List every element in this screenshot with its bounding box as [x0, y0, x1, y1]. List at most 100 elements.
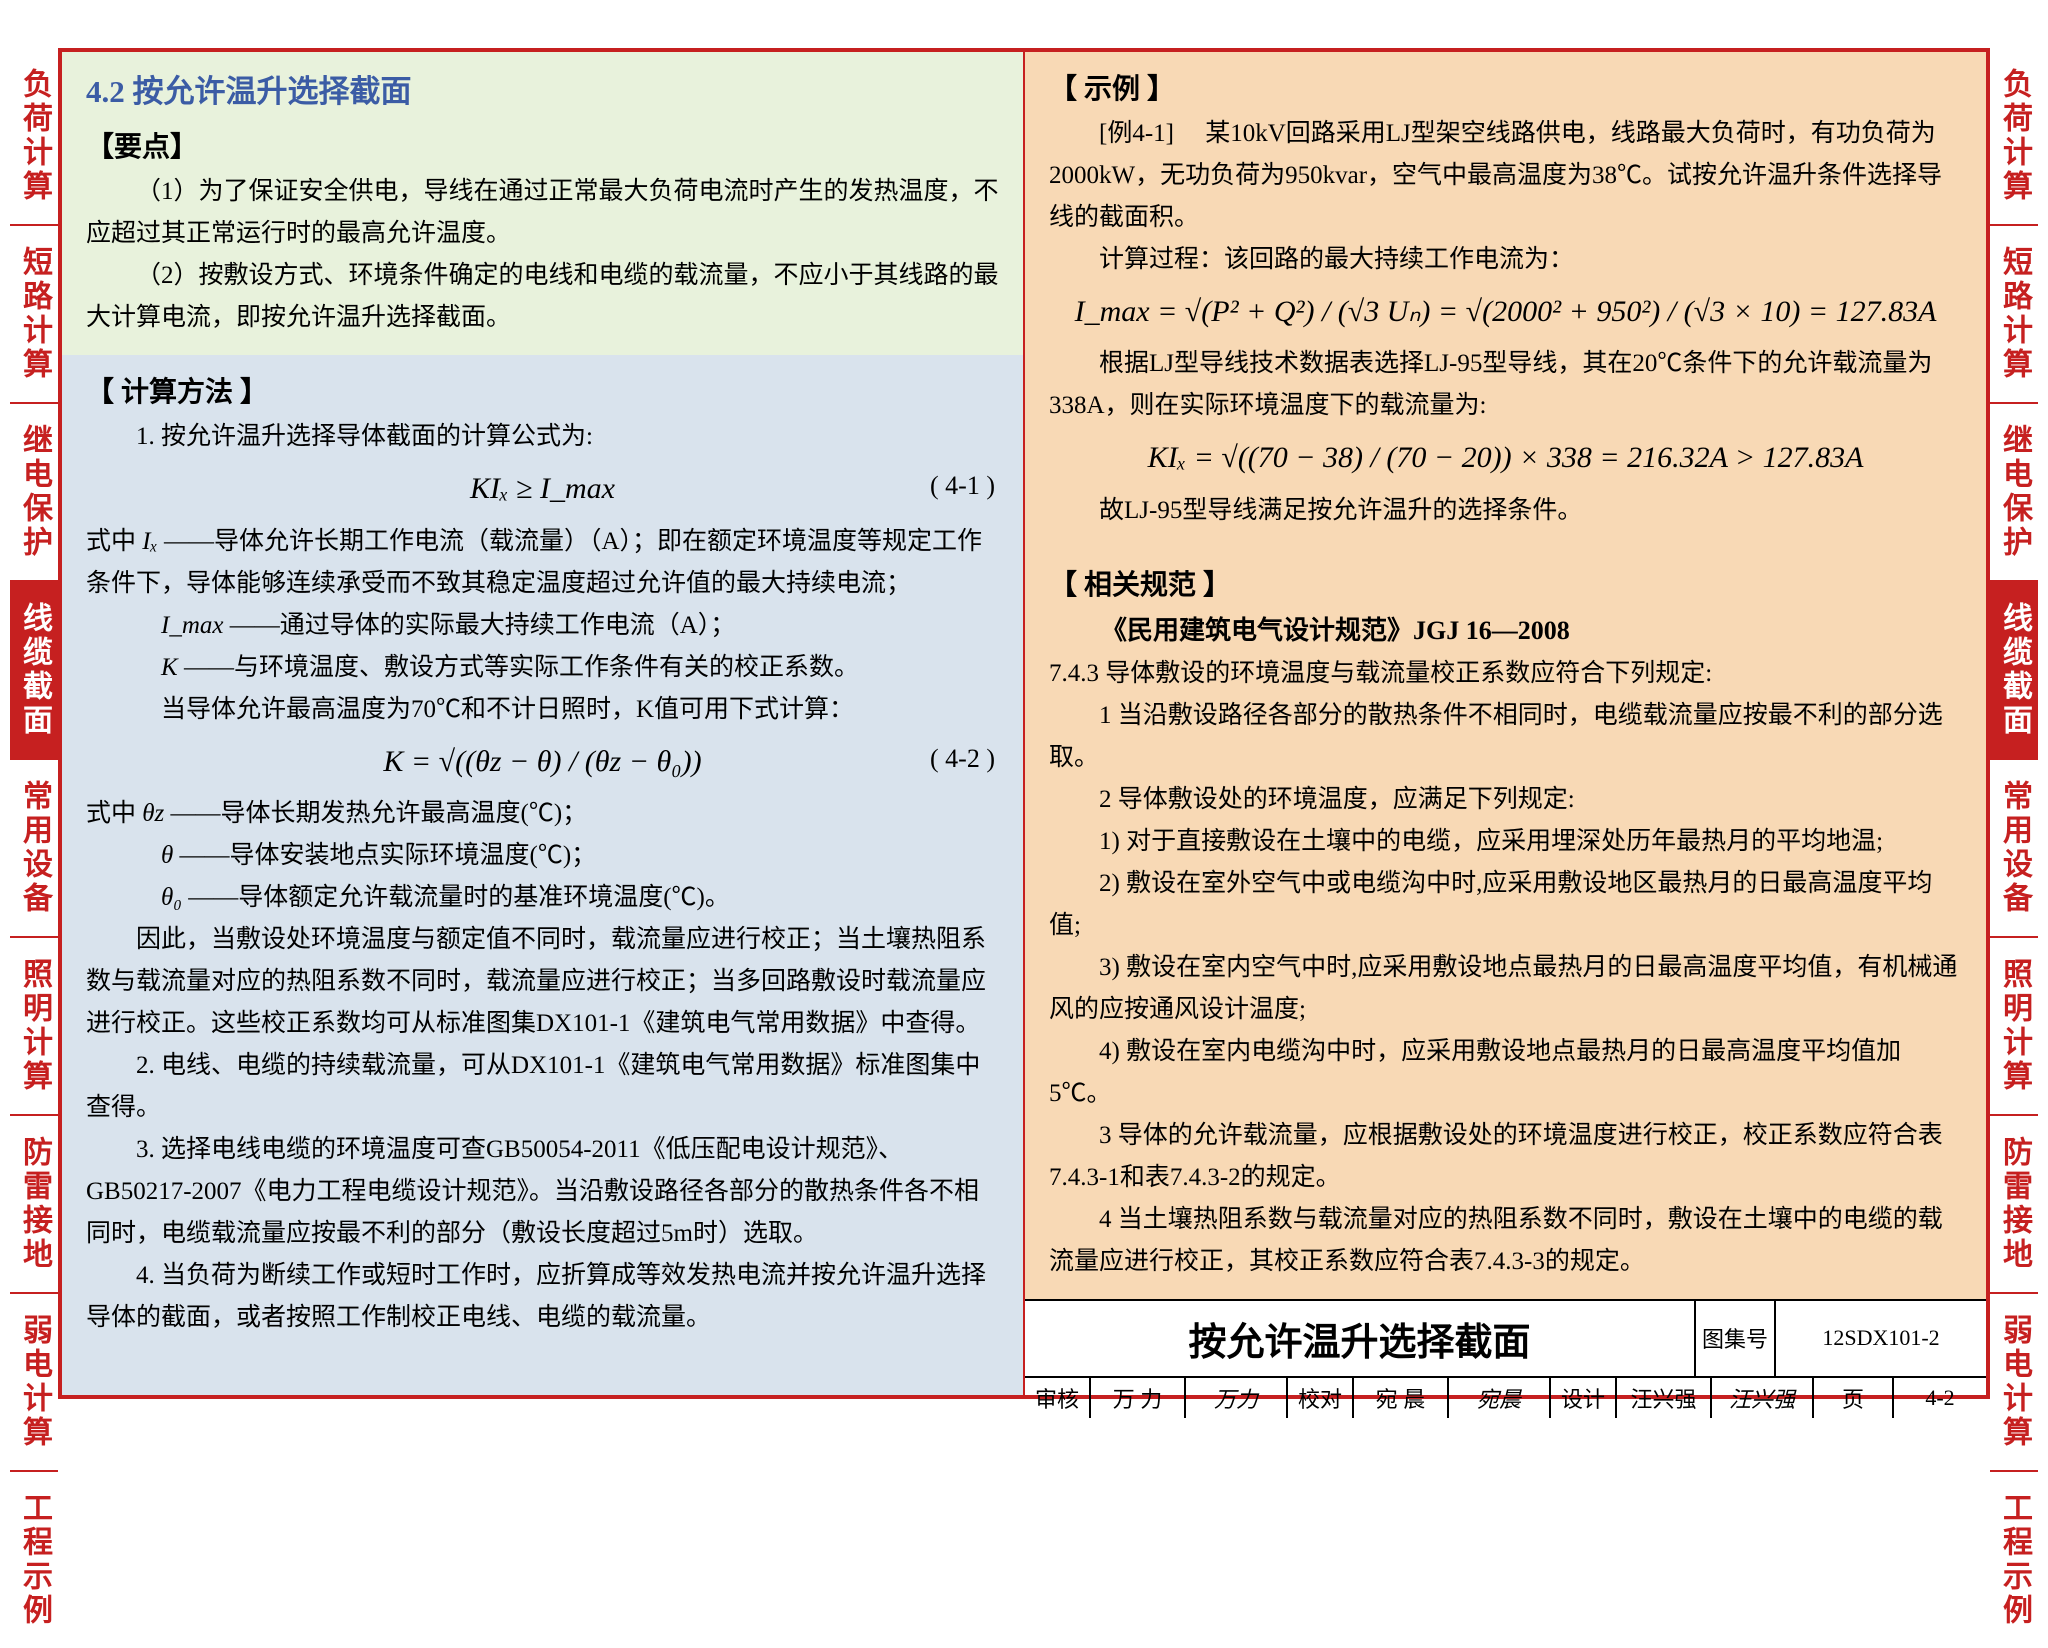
tab-left-6[interactable]: 防雷接地 — [10, 1116, 58, 1294]
review-name: 万 力 — [1091, 1378, 1186, 1418]
code-label: 图集号 — [1696, 1301, 1776, 1376]
ex-formula2: KIₓ = √((70 − 38) / (70 − 20)) × 338 = 2… — [1049, 433, 1962, 483]
kp-p1: （1）为了保证安全供电，导线在通过正常最大负荷电流时产生的发热温度，不应超过其正… — [86, 171, 999, 255]
example-heading: 【 示例 】 — [1049, 66, 1962, 113]
Imax-def: ——通过导体的实际最大持续工作电流（A）； — [230, 612, 736, 639]
tab-right-6[interactable]: 防雷接地 — [1990, 1116, 2038, 1294]
check-label: 校对 — [1288, 1378, 1354, 1418]
section-title: 4.2 按允许温升选择截面 — [86, 66, 999, 118]
tab-left-2[interactable]: 继电保护 — [10, 404, 58, 582]
s3: 3) 敷设在室内空气中时,应采用敷设地点最热月的日最高温度平均值，有机械通风的应… — [1049, 947, 1962, 1031]
design-sig: 汪兴强 — [1712, 1378, 1814, 1418]
thz-def: ——导体长期发热允许最高温度(℃)； — [171, 800, 588, 827]
code-val: 12SDX101-2 — [1776, 1301, 1986, 1376]
tab-left-3[interactable]: 线缆截面 — [10, 582, 58, 760]
tab-right-2[interactable]: 继电保护 — [1990, 404, 2038, 582]
i4: 4 当土壤热阻系数与载流量对应的热阻系数不同时，敷设在土壤中的电缆的载流量应进行… — [1049, 1199, 1962, 1283]
i2: 2 导体敷设处的环境温度，应满足下列规定: — [1049, 779, 1962, 821]
s2: 2) 敷设在室外空气中或电缆沟中时,应采用敷设地区最热月的日最高温度平均值; — [1049, 863, 1962, 947]
check-name: 宛 晨 — [1354, 1378, 1449, 1418]
method-heading: 【 计算方法 】 — [86, 369, 999, 416]
K-sym: K — [161, 654, 178, 681]
s1: 1) 对于直接敷设在土壤中的电缆，应采用埋深处历年最热月的平均地温; — [1049, 821, 1962, 863]
tab-left-5[interactable]: 照明计算 — [10, 938, 58, 1116]
method-n1: 1. 按允许温升选择导体截面的计算公式为: — [86, 416, 999, 458]
tab-left-4[interactable]: 常用设备 — [10, 760, 58, 938]
Imax-sym: I_max — [161, 612, 223, 639]
eq2-num: ( 4-2 ) — [930, 737, 995, 781]
example-intro: [例4-1] 某10kV回路采用LJ型架空线路供电，线路最大负荷时，有功负荷为2… — [1049, 113, 1962, 239]
section-keypoint: 4.2 按允许温升选择截面 【要点】 （1）为了保证安全供电，导线在通过正常最大… — [62, 52, 1023, 355]
s4: 4) 敷设在室内电缆沟中时，应采用敷设地点最热月的日最高温度平均值加5℃。 — [1049, 1031, 1962, 1115]
kp-p2: （2）按敷设方式、环境条件确定的电线和电缆的载流量，不应小于其线路的最大计算电流… — [86, 255, 999, 339]
formula-1-expr: KIₓ ≥ I_max — [470, 472, 615, 505]
calc-label: 计算过程：该回路的最大持续工作电流为： — [1049, 239, 1962, 281]
n3: 3. 选择电线电缆的环境温度可查GB50054-2011《低压配电设计规范》、G… — [86, 1129, 999, 1255]
page-label: 页 — [1814, 1378, 1894, 1418]
th0-line: θ₀ ——导体额定允许载流量时的基准环境温度(℃)。 — [86, 877, 999, 919]
ex-p2: 故LJ-95型导线满足按允许温升的选择条件。 — [1049, 490, 1962, 532]
std-ref: 《民用建筑电气设计规范》JGJ 16—2008 — [1049, 609, 1962, 653]
formula-2: K = √((θz − θ) / (θz − θ₀)) ( 4-2 ) — [86, 737, 999, 787]
Iz-def: ——导体允许长期工作电流（载流量）（A）；即在额定环境温度等规定工作条件下，导体… — [86, 528, 982, 597]
example-label: [例4-1] — [1099, 120, 1174, 147]
Imax-line: I_max ——通过导体的实际最大持续工作电流（A）； — [86, 605, 999, 647]
tab-right-3[interactable]: 线缆截面 — [1990, 582, 2038, 760]
ex-formula1: I_max = √(P² + Q²) / (√3 Uₙ) = √(2000² +… — [1049, 287, 1962, 337]
th0-sym: θ₀ — [161, 884, 182, 911]
formula-2-expr: K = √((θz − θ) / (θz − θ₀)) — [383, 745, 701, 778]
drawing-title: 按允许温升选择截面 — [1025, 1301, 1696, 1376]
tab-right-7[interactable]: 弱电计算 — [1990, 1294, 2038, 1472]
review-sig: 万力 — [1186, 1378, 1288, 1418]
th-line: θ ——导体安装地点实际环境温度(℃)； — [86, 835, 999, 877]
eq1-num: ( 4-1 ) — [930, 464, 995, 508]
tab-right-0[interactable]: 负荷计算 — [1990, 48, 2038, 226]
right-column: 【 示例 】 [例4-1] 某10kV回路采用LJ型架空线路供电，线路最大负荷时… — [1025, 52, 1986, 1395]
check-sig: 宛晨 — [1449, 1378, 1551, 1418]
tab-right-1[interactable]: 短路计算 — [1990, 226, 2038, 404]
ex-p1: 根据LJ型导线技术数据表选择LJ-95型导线，其在20℃条件下的允许载流量为33… — [1049, 343, 1962, 427]
th-sym: θ — [161, 842, 173, 869]
page-val: 4-2 — [1894, 1378, 1986, 1418]
Iz-sym: Iₓ — [142, 528, 157, 555]
std-heading: 【 相关规范 】 — [1049, 562, 1962, 609]
c743: 7.4.3 导体敷设的环境温度与载流量校正系数应符合下列规定: — [1049, 653, 1962, 695]
tab-right-4[interactable]: 常用设备 — [1990, 760, 2038, 938]
section-standard: 【 相关规范 】 《民用建筑电气设计规范》JGJ 16—2008 7.4.3 导… — [1025, 548, 1986, 1299]
tb-meta: 图集号 12SDX101-2 — [1696, 1301, 1986, 1376]
where-label2: 式中 — [86, 800, 136, 827]
tab-left-1[interactable]: 短路计算 — [10, 226, 58, 404]
design-label: 设计 — [1551, 1378, 1617, 1418]
i3: 3 导体的允许载流量，应根据敷设处的环境温度进行校正，校正系数应符合表7.4.3… — [1049, 1115, 1962, 1199]
tb-top: 按允许温升选择截面 图集号 12SDX101-2 — [1025, 1301, 1986, 1376]
left-column: 4.2 按允许温升选择截面 【要点】 （1）为了保证安全供电，导线在通过正常最大… — [62, 52, 1025, 1395]
title-block: 按允许温升选择截面 图集号 12SDX101-2 审核 万 力 万力 校对 宛 … — [1025, 1299, 1986, 1418]
K-def: ——与环境温度、敷设方式等实际工作条件有关的校正系数。 — [184, 654, 859, 681]
th0-def: ——导体额定允许载流量时的基准环境温度(℃)。 — [188, 884, 730, 911]
p-after1: 因此，当敷设处环境温度与额定值不同时，载流量应进行校正；当土壤热阻系数与载流量对… — [86, 919, 999, 1045]
where-block: 式中 Iₓ ——导体允许长期工作电流（载流量）（A）；即在额定环境温度等规定工作… — [86, 521, 999, 605]
tab-left-7[interactable]: 弱电计算 — [10, 1294, 58, 1472]
i1: 1 当沿敷设路径各部分的散热条件不相同时，电缆载流量应按最不利的部分选取。 — [1049, 695, 1962, 779]
thz-line: 式中 θz ——导体长期发热允许最高温度(℃)； — [86, 793, 999, 835]
K-line: K ——与环境温度、敷设方式等实际工作条件有关的校正系数。 — [86, 647, 999, 689]
th-def: ——导体安装地点实际环境温度(℃)； — [180, 842, 597, 869]
tab-right-8[interactable]: 工程示例 — [1990, 1472, 2038, 1648]
side-tabs-left: 负荷计算 短路计算 继电保护 线缆截面 常用设备 照明计算 防雷接地 弱电计算 … — [10, 48, 58, 1399]
example-text: 某10kV回路采用LJ型架空线路供电，线路最大负荷时，有功负荷为2000kW，无… — [1049, 120, 1942, 231]
K-note: 当导体允许最高温度为70℃和不计日照时，K值可用下式计算： — [86, 689, 999, 731]
tab-left-0[interactable]: 负荷计算 — [10, 48, 58, 226]
design-name: 汪兴强 — [1617, 1378, 1712, 1418]
formula-1: KIₓ ≥ I_max ( 4-1 ) — [86, 464, 999, 514]
tb-bottom: 审核 万 力 万力 校对 宛 晨 宛晨 设计 汪兴强 汪兴强 页 4-2 — [1025, 1376, 1986, 1418]
keypoint-heading: 【要点】 — [86, 124, 999, 171]
n2: 2. 电线、电缆的持续载流量，可从DX101-1《建筑电气常用数据》标准图集中查… — [86, 1045, 999, 1129]
tab-left-8[interactable]: 工程示例 — [10, 1472, 58, 1648]
where-label: 式中 — [86, 528, 136, 555]
section-method: 【 计算方法 】 1. 按允许温升选择导体截面的计算公式为: KIₓ ≥ I_m… — [62, 355, 1023, 1395]
section-example: 【 示例 】 [例4-1] 某10kV回路采用LJ型架空线路供电，线路最大负荷时… — [1025, 52, 1986, 548]
review-label: 审核 — [1025, 1378, 1091, 1418]
tab-right-5[interactable]: 照明计算 — [1990, 938, 2038, 1116]
content-area: 4.2 按允许温升选择截面 【要点】 （1）为了保证安全供电，导线在通过正常最大… — [62, 52, 1986, 1395]
n4: 4. 当负荷为断续工作或短时工作时，应折算成等效发热电流并按允许温升选择导体的截… — [86, 1255, 999, 1339]
